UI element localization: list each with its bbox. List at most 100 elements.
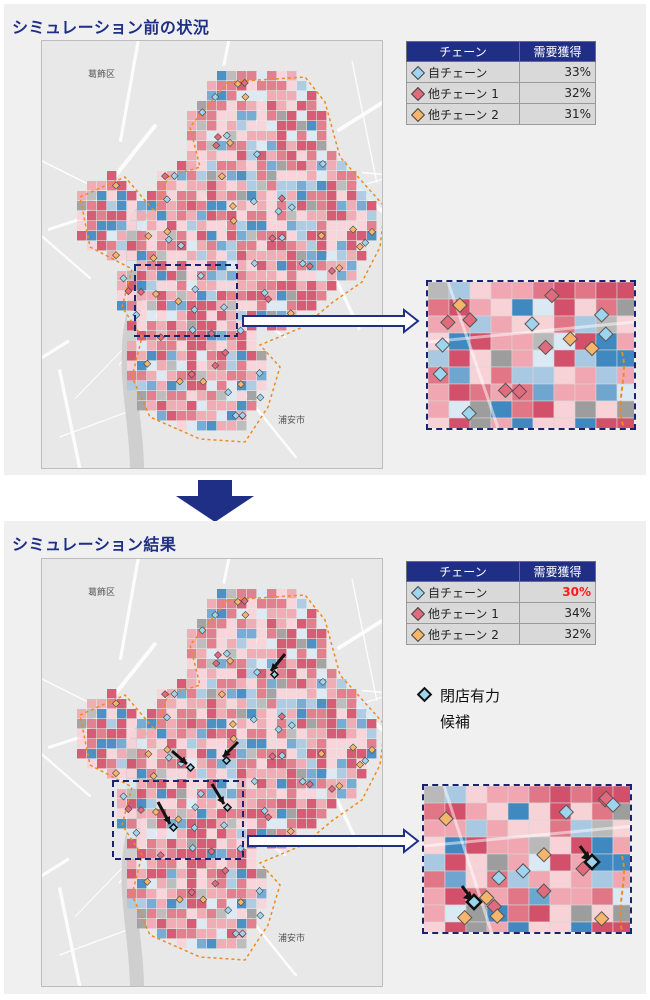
store-diamond-icon — [161, 690, 170, 699]
store-diamond-icon — [562, 331, 579, 347]
store-diamond-icon — [461, 405, 477, 422]
store-diamond-icon — [229, 734, 238, 743]
legend-row-share: 31% — [519, 103, 596, 125]
store-diamond-icon — [256, 911, 265, 920]
legend-header-share: 需要獲得 — [519, 561, 596, 582]
store-diamond-icon — [163, 227, 172, 236]
store-diamond-icon — [317, 231, 326, 240]
other-chain-2-diamond-icon — [410, 627, 426, 643]
store-diamond-icon — [228, 720, 237, 729]
store-diamond-icon — [222, 131, 231, 140]
after-map: 葛飾区 浦安市 — [41, 558, 383, 987]
store-diamond-icon — [584, 340, 600, 357]
store-diamond-icon — [515, 863, 531, 879]
other-chain-1-diamond-icon — [410, 86, 426, 102]
store-diamond-icon — [238, 929, 247, 938]
store-diamond-icon — [497, 382, 514, 399]
closing-candidate-arrow-icon — [269, 653, 287, 680]
store-diamond-icon — [212, 141, 221, 150]
store-diamond-icon — [124, 287, 133, 296]
closing-candidate-arrow-icon — [578, 845, 601, 871]
store-diamond-icon — [170, 171, 179, 180]
store-diamond-icon — [318, 159, 327, 168]
store-diamond-icon — [241, 92, 250, 101]
store-diamond-icon — [211, 610, 220, 619]
store-diamond-icon — [260, 288, 269, 297]
legend-row-share: 30% — [519, 581, 596, 603]
note-line-2: 候補 — [440, 713, 471, 731]
store-diamond-icon — [452, 297, 468, 313]
store-diamond-icon — [328, 266, 336, 275]
store-diamond-icon — [112, 769, 120, 778]
store-diamond-icon — [335, 264, 344, 272]
store-diamond-icon — [221, 348, 230, 357]
store-diamond-icon — [491, 870, 507, 886]
store-diamond-icon — [163, 195, 171, 204]
store-diamond-icon — [305, 262, 314, 271]
after-zoom-svg — [424, 786, 630, 932]
store-diamond-icon — [228, 202, 237, 211]
after-heatmap-svg — [42, 559, 382, 986]
store-diamond-icon — [255, 887, 264, 895]
store-diamond-icon — [249, 715, 258, 724]
store-diamond-icon — [274, 207, 283, 216]
note-line-1: 閉店有力 — [440, 687, 501, 705]
store-diamond-icon — [524, 316, 540, 332]
store-diamond-icon — [236, 380, 245, 389]
legend-row-name: 自チェーン — [428, 585, 488, 600]
store-diamond-icon — [143, 359, 152, 368]
store-diamond-icon — [368, 745, 376, 754]
store-diamond-icon — [356, 242, 364, 251]
closing-candidate-icon — [465, 893, 483, 911]
store-diamond-icon — [119, 274, 128, 283]
store-diamond-icon — [274, 725, 283, 734]
legend-row: 他チェーン 2 32% — [406, 623, 596, 645]
zoom-store-markers — [438, 790, 621, 927]
store-diamond-icon — [163, 713, 171, 722]
store-diamond-icon — [199, 895, 208, 904]
store-diamond-icon — [212, 659, 221, 668]
store-diamond-icon — [221, 866, 230, 875]
store-diamond-icon — [253, 150, 262, 159]
other-chain-1-diamond-icon — [410, 606, 426, 622]
store-diamond-icon — [249, 197, 258, 206]
store-diamond-icon — [211, 361, 220, 370]
store-diamond-icon — [233, 79, 242, 88]
store-diamond-icon — [268, 752, 277, 761]
store-diamond-icon — [438, 810, 454, 827]
store-diamond-icon — [218, 172, 226, 181]
store-diamond-icon — [605, 797, 621, 813]
closing-candidate-icon — [221, 755, 232, 766]
before-map: 葛飾区 浦安市 — [41, 40, 383, 469]
store-diamond-icon — [211, 92, 220, 101]
store-diamond-icon — [349, 743, 358, 752]
store-diamond-icon — [161, 172, 170, 181]
store-diamond-icon — [318, 677, 327, 686]
store-diamond-icon — [536, 883, 552, 899]
store-diamond-icon — [328, 784, 336, 793]
before-zoom-svg — [428, 282, 634, 428]
store-diamond-icon — [233, 597, 242, 606]
store-diamond-icon — [264, 813, 273, 822]
store-diamond-icon — [440, 314, 456, 331]
store-diamond-icon — [298, 259, 307, 268]
store-diamond-icon — [226, 138, 235, 147]
after-zoom-view — [422, 784, 632, 934]
before-title: シミュレーション前の状況 — [12, 18, 210, 37]
legend-header-chain: チェーン — [406, 561, 520, 582]
map-label-ward: 葛飾区 — [88, 70, 116, 80]
store-diamond-icon — [335, 782, 344, 790]
store-diamond-icon — [558, 804, 575, 820]
legend-row-share: 34% — [519, 602, 596, 624]
legend-row: 他チェーン 2 31% — [406, 103, 596, 125]
store-diamond-icon — [175, 377, 184, 386]
store-diamond-icon — [277, 712, 286, 721]
closing-candidate-arrow-icon — [221, 740, 240, 766]
closing-candidate-icon — [583, 853, 601, 871]
store-diamond-icon — [226, 656, 235, 665]
before-zoom-view — [426, 280, 636, 430]
store-diamond-icon — [250, 777, 259, 786]
store-diamond-icon — [112, 181, 120, 190]
before-legend-table: チェーン 需要獲得 自チェーン 33% 他チェーン 1 32% 他チェーン 2 … — [406, 41, 596, 125]
store-diamond-icon — [287, 203, 296, 212]
